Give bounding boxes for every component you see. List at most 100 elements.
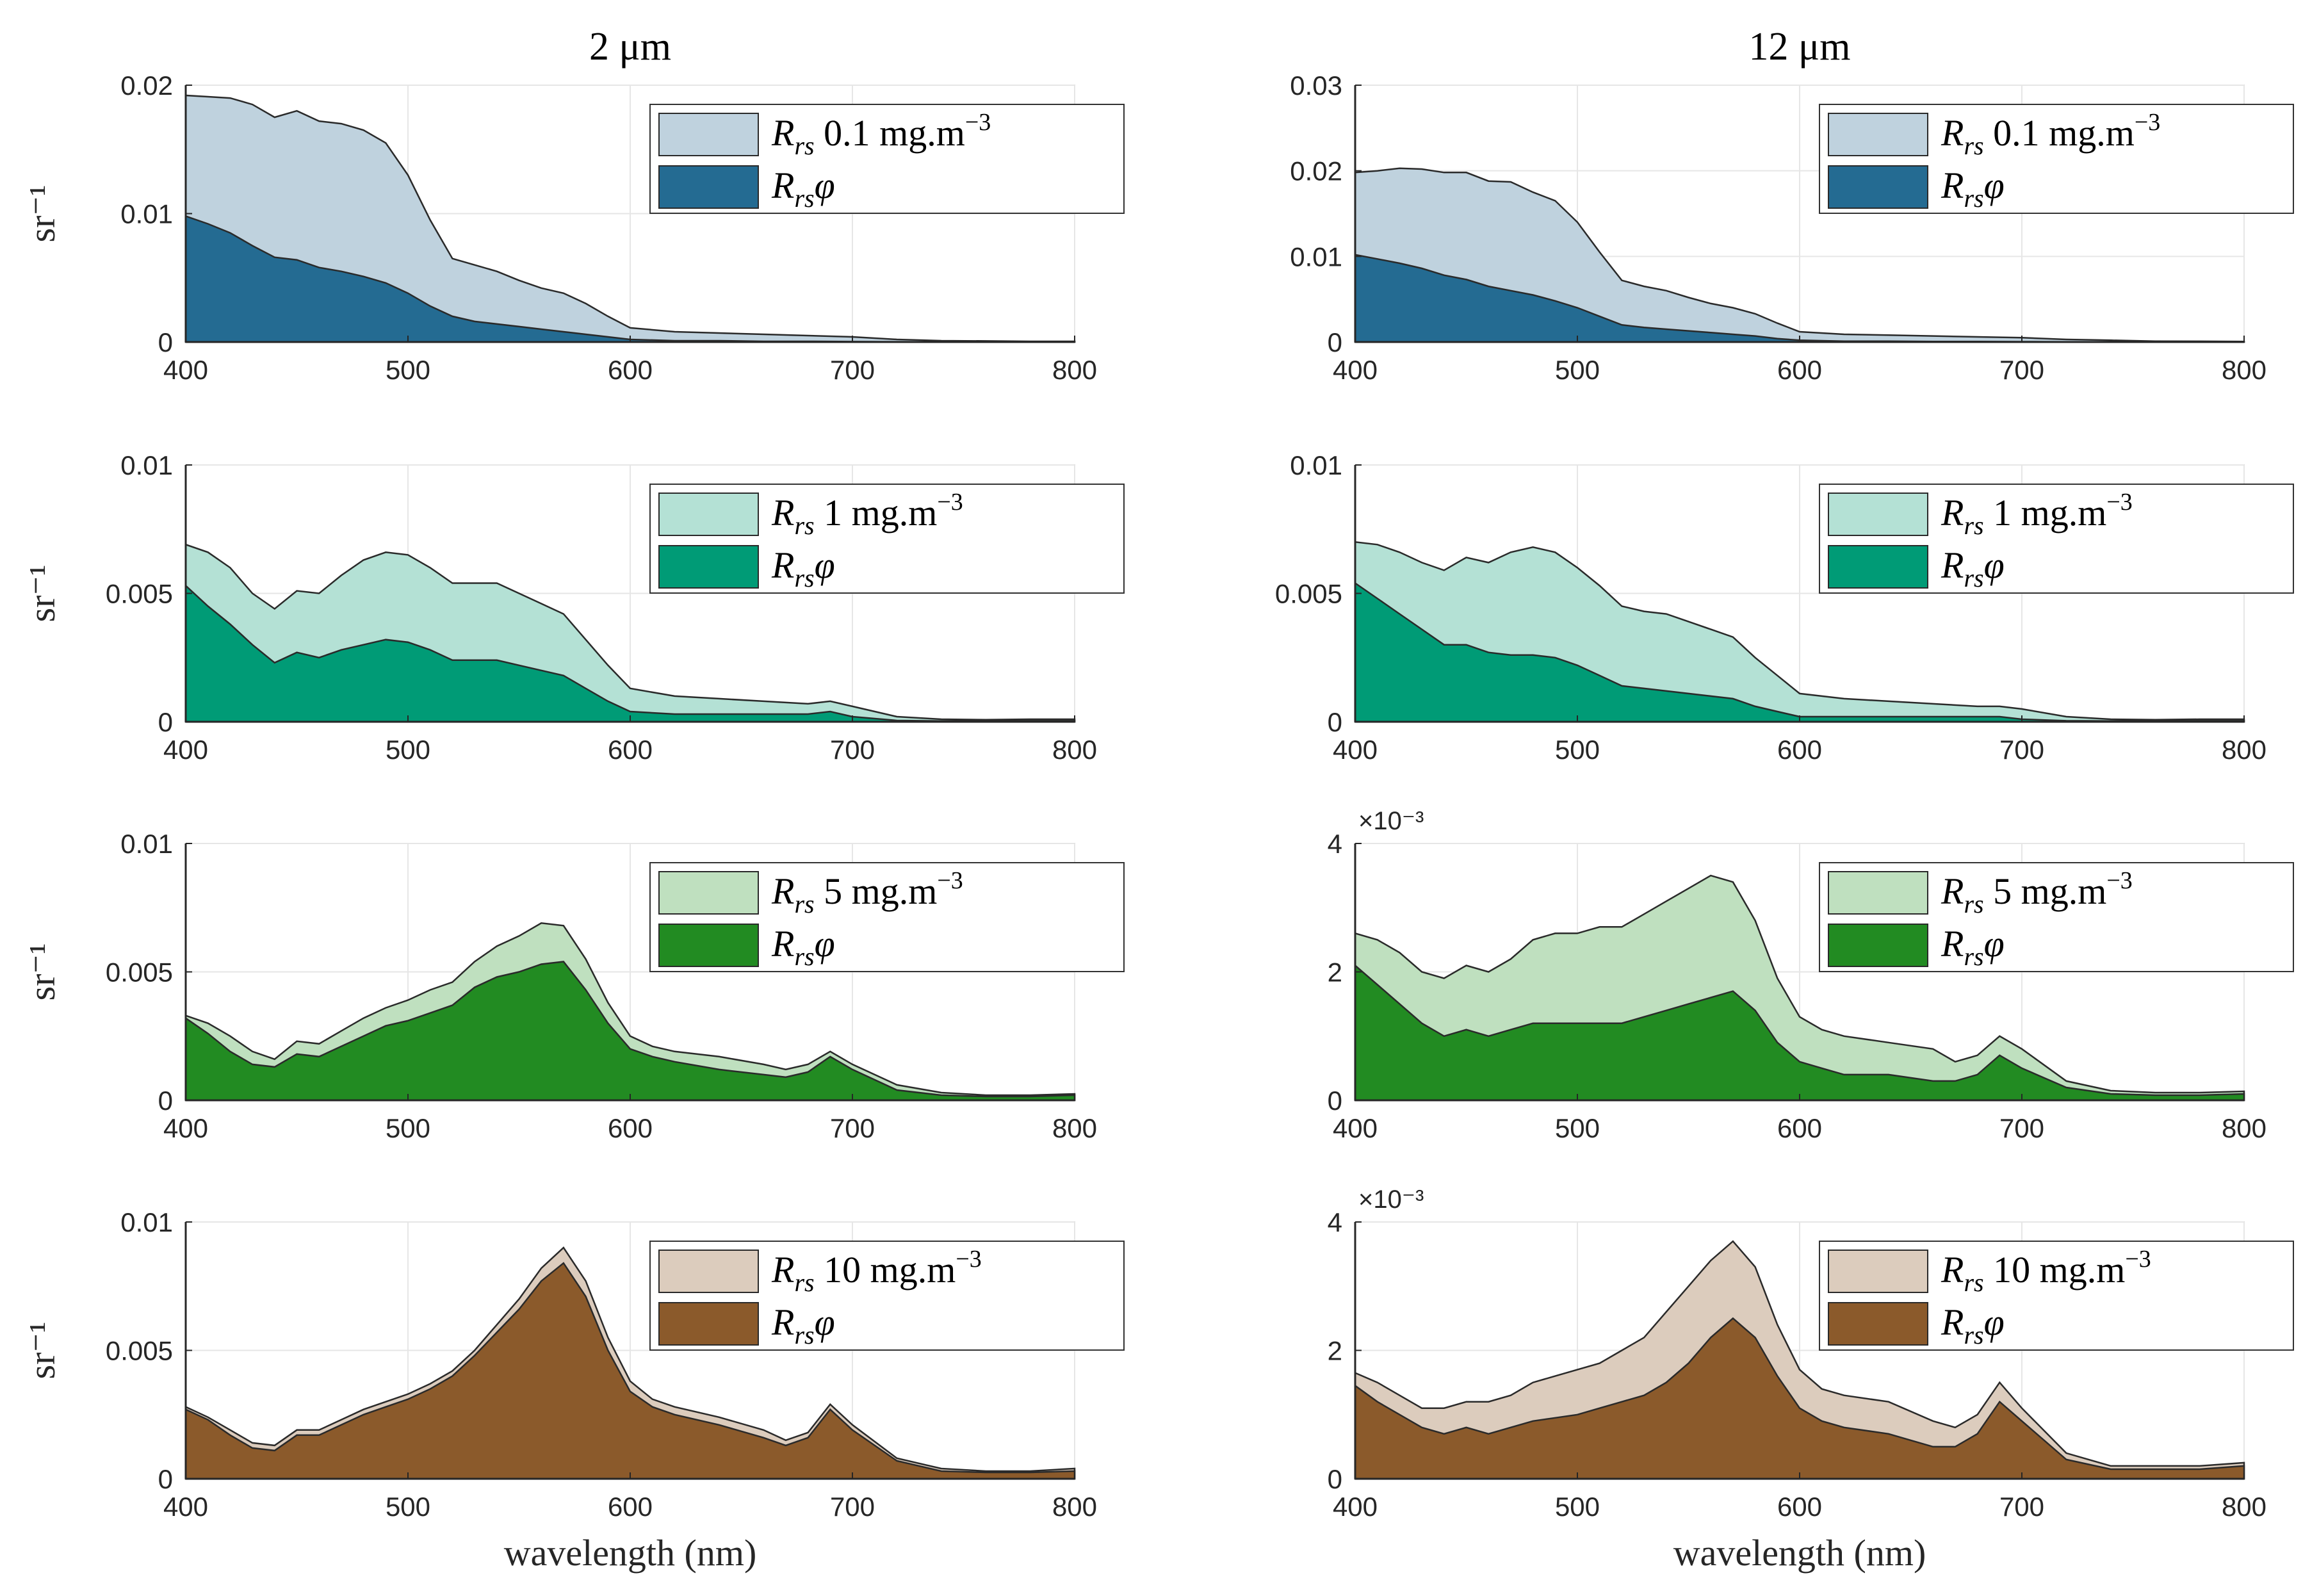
legend-swatch bbox=[1828, 545, 1928, 589]
legend-entry: Rrs 0.1 mg.m−3 bbox=[771, 109, 991, 160]
legend-swatch bbox=[658, 1302, 759, 1346]
legend-superscript: −3 bbox=[2135, 109, 2160, 136]
x-tick-label: 400 bbox=[163, 355, 208, 385]
legend-swatch bbox=[658, 871, 759, 915]
x-tick-label: 400 bbox=[1333, 1492, 1378, 1522]
legend-text: φ bbox=[1984, 165, 2005, 206]
legend-subscript: rs bbox=[1964, 1268, 1983, 1297]
x-tick-label: 600 bbox=[608, 355, 653, 385]
legend-entry: Rrsφ bbox=[1941, 1301, 2005, 1349]
legend-text: φ bbox=[815, 544, 835, 586]
legend-text: φ bbox=[815, 1301, 835, 1343]
legend-text: 5 mg.m bbox=[1984, 870, 2107, 912]
legend-text: φ bbox=[1984, 923, 2005, 965]
column-title: 2 μm bbox=[589, 25, 671, 69]
legend-symbol: R bbox=[771, 1249, 794, 1291]
legend-swatch bbox=[658, 165, 759, 209]
legend-symbol: R bbox=[1941, 1301, 1964, 1343]
x-tick-label: 800 bbox=[2222, 735, 2266, 765]
legend-superscript: −3 bbox=[965, 109, 991, 136]
area-series-rrs bbox=[1354, 167, 2245, 343]
legend-swatch bbox=[1828, 924, 1928, 967]
legend-subscript: rs bbox=[1964, 511, 1983, 540]
legend-subscript: rs bbox=[1964, 1321, 1983, 1349]
x-tick-label: 600 bbox=[608, 1492, 653, 1522]
legend-symbol: R bbox=[771, 492, 794, 533]
x-tick-label: 400 bbox=[1333, 355, 1378, 385]
y-tick-label: 4 bbox=[1328, 1207, 1342, 1237]
legend-swatch bbox=[658, 1250, 759, 1293]
legend-symbol: R bbox=[1941, 1249, 1964, 1291]
x-tick-label: 600 bbox=[1777, 1113, 1822, 1143]
legend-entry: Rrs 5 mg.m−3 bbox=[1941, 867, 2133, 918]
y-axis-label: sr⁻¹ bbox=[21, 1322, 63, 1380]
legend-text: φ bbox=[1984, 544, 2005, 586]
legend-swatch bbox=[658, 493, 759, 536]
legend-entry: Rrsφ bbox=[1941, 544, 2005, 592]
area-series-rrs bbox=[184, 94, 1076, 343]
y-tick-label: 0 bbox=[1328, 327, 1342, 357]
y-tick-label: 0.005 bbox=[106, 957, 173, 988]
legend: Rrs 5 mg.m−3 Rrsφ bbox=[649, 862, 1125, 972]
legend-superscript: −3 bbox=[2106, 489, 2132, 516]
x-tick-label: 800 bbox=[2222, 355, 2266, 385]
legend-symbol: R bbox=[1941, 544, 1964, 586]
x-tick-label: 800 bbox=[1052, 355, 1097, 385]
legend-subscript: rs bbox=[794, 890, 814, 918]
x-tick-label: 700 bbox=[830, 1113, 875, 1143]
x-tick-label: 800 bbox=[1052, 1113, 1097, 1143]
x-tick-label: 500 bbox=[386, 1113, 430, 1143]
legend-swatch bbox=[658, 113, 759, 156]
legend-subscript: rs bbox=[794, 564, 814, 592]
x-tick-label: 700 bbox=[830, 1492, 875, 1522]
x-tick-label: 600 bbox=[1777, 355, 1822, 385]
area-series-rrs-phi bbox=[184, 1262, 1076, 1480]
legend-symbol: R bbox=[771, 544, 794, 586]
legend-entry: Rrsφ bbox=[771, 923, 835, 971]
subplot-8: 400 500 600 700 800 0 2 4 ×10⁻³ wavelength (nm) Rr… bbox=[1328, 1185, 2294, 1574]
x-tick-label: 700 bbox=[1999, 355, 2044, 385]
legend-swatch bbox=[658, 924, 759, 967]
y-tick-label: 0.01 bbox=[120, 450, 173, 480]
legend-symbol: R bbox=[771, 870, 794, 912]
x-tick-label: 500 bbox=[386, 1492, 430, 1522]
legend-subscript: rs bbox=[794, 1268, 814, 1297]
y-tick-label: 0.01 bbox=[1290, 450, 1342, 480]
y-tick-label: 0.01 bbox=[120, 829, 173, 859]
x-tick-label: 500 bbox=[1555, 355, 1600, 385]
y-tick-label: 0.03 bbox=[1290, 70, 1342, 101]
area-series-rrs-phi bbox=[184, 583, 1076, 723]
legend-swatch bbox=[1828, 1250, 1928, 1293]
legend-entry: Rrs 1 mg.m−3 bbox=[771, 489, 963, 540]
y-exponent-label: ×10⁻³ bbox=[1358, 1185, 1424, 1214]
area-series-rrs-phi bbox=[1354, 1317, 2245, 1480]
x-tick-label: 500 bbox=[386, 735, 430, 765]
legend-subscript: rs bbox=[1964, 564, 1983, 592]
legend-entry: Rrs 5 mg.m−3 bbox=[771, 867, 963, 918]
legend-subscript: rs bbox=[1964, 184, 1983, 213]
legend-subscript: rs bbox=[794, 511, 814, 540]
y-axis-label: sr⁻¹ bbox=[21, 565, 63, 623]
subplot-7: 400 500 600 700 800 0 0.005 0.01 sr⁻¹ wavelength … bbox=[21, 1207, 1125, 1574]
x-tick-label: 500 bbox=[1555, 1492, 1600, 1522]
legend-symbol: R bbox=[1941, 112, 1964, 154]
legend-symbol: R bbox=[771, 923, 794, 965]
legend-subscript: rs bbox=[794, 942, 814, 971]
legend-text: 10 mg.m bbox=[815, 1249, 956, 1291]
x-tick-label: 600 bbox=[608, 735, 653, 765]
x-axis-label: wavelength (nm) bbox=[504, 1532, 757, 1574]
y-tick-label: 0 bbox=[158, 327, 173, 357]
legend-entry: Rrsφ bbox=[771, 1301, 835, 1349]
y-tick-label: 0.01 bbox=[120, 199, 173, 229]
subplot-5: 400 500 600 700 800 0 0.005 0.01 sr⁻¹ Rrs 5 mg.m−… bbox=[21, 829, 1125, 1143]
legend-entry: Rrsφ bbox=[771, 544, 835, 592]
y-exponent-label: ×10⁻³ bbox=[1358, 807, 1424, 835]
legend-swatch bbox=[1828, 1302, 1928, 1346]
legend-symbol: R bbox=[771, 112, 794, 154]
